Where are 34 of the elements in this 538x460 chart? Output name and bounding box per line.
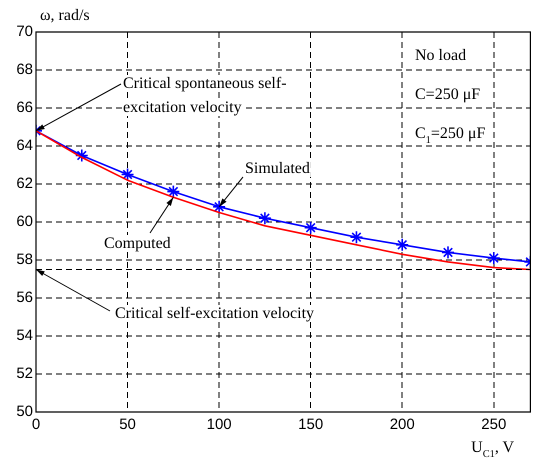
point [441, 246, 455, 260]
y-tick-label: 56 [16, 289, 33, 306]
y-tick-label: 54 [16, 327, 33, 344]
y-tick-label: 66 [16, 99, 33, 116]
annotation: Critical self-excitation velocity [115, 305, 314, 322]
x-tick-label: 0 [32, 416, 40, 434]
annotation: No load [415, 47, 466, 64]
x-tick-label: 50 [119, 416, 136, 434]
x-tick-label: 200 [390, 416, 415, 434]
annotation: C=250 μF [415, 86, 480, 103]
point [212, 200, 226, 214]
point [395, 238, 410, 252]
y-tick-label: 64 [16, 137, 33, 154]
point [120, 168, 134, 182]
text: Computed [104, 235, 171, 252]
y-tick-label: 70 [16, 23, 33, 40]
y-tick-label: 62 [16, 175, 33, 192]
x-tick-label: 100 [206, 416, 232, 434]
point [486, 251, 501, 265]
point [350, 230, 364, 244]
point [74, 148, 89, 162]
y-tick-label: 58 [16, 251, 33, 268]
y-tick-label: 60 [16, 213, 33, 230]
y-tick-label: 52 [16, 365, 33, 382]
y-tick-label: 50 [16, 403, 33, 420]
point [166, 184, 180, 198]
annotation: Critical spontaneous self-excitation velocity [123, 75, 287, 116]
point [258, 211, 272, 225]
text: Simulated [245, 160, 310, 177]
point [304, 220, 318, 234]
y-axis-title: ω, rad/s [40, 7, 90, 24]
y-tick-label: 68 [16, 61, 33, 78]
x-tick-label: 150 [298, 416, 324, 434]
x-tick-label: 250 [481, 416, 506, 434]
